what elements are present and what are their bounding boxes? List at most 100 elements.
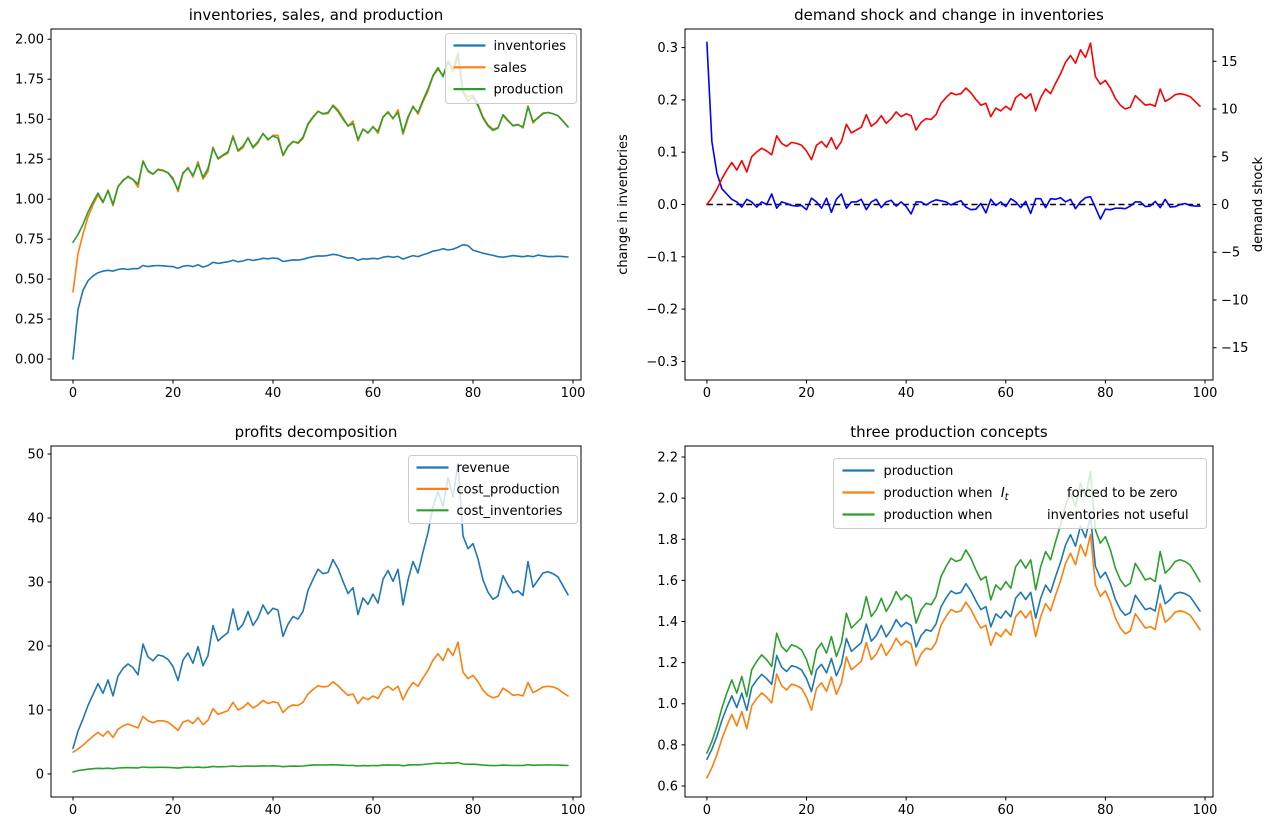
x-tick-label: 40 <box>898 803 915 818</box>
legend-label: cost_production <box>457 482 560 497</box>
y-tick-label-right: −5 <box>1221 246 1240 261</box>
x-tick-label: 0 <box>69 803 77 818</box>
y-tick-label: 1.2 <box>657 656 678 671</box>
legend-label: sales <box>494 61 527 76</box>
legend-label: production when It <box>884 486 1010 503</box>
y-tick-label: 1.25 <box>15 153 44 168</box>
legend: revenue cost_production cost_inventories <box>408 455 578 524</box>
y-tick-label: 10 <box>27 703 44 718</box>
chart-three-production-concepts: 0 20 40 60 80 100 0.6 0.8 1.0 1.2 1.4 1.6 1.8 2.0 2.2 t… <box>657 423 1217 818</box>
y-tick-label: 0.0 <box>657 198 678 213</box>
change-in-inventories-line <box>706 41 1201 220</box>
legend-box <box>833 458 1207 529</box>
x-tick-label: 0 <box>703 386 711 401</box>
x-tick-label: 80 <box>1097 803 1114 818</box>
y-tick-label: 0.25 <box>15 313 44 328</box>
y-tick-label-right: 5 <box>1221 150 1229 165</box>
x-tick-label: 20 <box>165 803 182 818</box>
y-tick-label: 1.8 <box>657 533 678 548</box>
y-tick-label: 30 <box>27 575 44 590</box>
y-tick-label: 0.75 <box>15 233 44 248</box>
chart-title: demand shock and change in inventories <box>794 6 1104 24</box>
y-tick-label: 2.00 <box>15 33 44 48</box>
y-tick-label: 2.0 <box>657 492 678 507</box>
y-tick-label: 0 <box>36 767 44 782</box>
x-tick-label: 80 <box>465 386 482 401</box>
x-tick-label: 100 <box>1193 803 1218 818</box>
legend-label-right: inventories not useful <box>1047 508 1189 523</box>
x-tick-label: 100 <box>561 803 586 818</box>
chart-demand-shock-change-in-inventories: 0 20 40 60 80 100−0.3−0.2−0.10.00.10.20.3−15−… <box>616 6 1266 401</box>
x-tick-label: 20 <box>165 386 182 401</box>
production-line <box>72 52 569 244</box>
y-tick-label: 0.50 <box>15 273 44 288</box>
y-tick-label: 1.50 <box>15 113 44 128</box>
x-tick-label: 40 <box>898 386 915 401</box>
axes-frame <box>50 445 582 798</box>
x-tick-label: 100 <box>1193 386 1218 401</box>
production-line <box>706 515 1201 761</box>
legend-label-right: forced to be zero <box>1067 486 1178 501</box>
y-axis-label-left: change in inventories <box>616 134 631 275</box>
chart-title: three production concepts <box>850 423 1048 441</box>
x-tick-label: 60 <box>998 803 1015 818</box>
production-when-i-t-forced-to-be-zero-line <box>706 533 1201 779</box>
legend-box <box>408 455 578 524</box>
y-tick-label: 0.00 <box>15 353 44 368</box>
y-tick-label: 0.6 <box>657 779 678 794</box>
legend-label: inventories <box>494 39 567 54</box>
x-tick-label: 0 <box>69 386 77 401</box>
chart-title: profits decomposition <box>235 423 398 441</box>
y-tick-label: 1.4 <box>657 615 678 630</box>
y-tick-label-right: −15 <box>1221 341 1248 356</box>
x-tick-label: 60 <box>365 386 382 401</box>
legend-label: production <box>494 83 564 98</box>
y-tick-label: −0.1 <box>646 250 678 265</box>
y-tick-label-right: 15 <box>1221 55 1238 70</box>
legend-label: production <box>884 464 954 479</box>
demand-shock-line <box>706 42 1201 206</box>
y-tick-label: 0.8 <box>657 738 678 753</box>
y-tick-label-right: −10 <box>1221 293 1248 308</box>
legend-label: cost_inventories <box>457 504 563 519</box>
x-tick-label: 60 <box>365 803 382 818</box>
x-tick-label: 40 <box>265 386 282 401</box>
chart-title: inventories, sales, and production <box>189 6 444 24</box>
y-tick-label: 40 <box>27 511 44 526</box>
x-tick-label: 100 <box>561 386 586 401</box>
y-tick-label: 1.6 <box>657 574 678 589</box>
cost-inventories-line <box>72 761 569 773</box>
revenue-line <box>72 462 569 750</box>
y-tick-label: 1.0 <box>657 697 678 712</box>
y-tick-label: 0.1 <box>657 146 678 161</box>
y-tick-label: −0.2 <box>646 303 678 318</box>
y-tick-label: 0.2 <box>657 93 678 108</box>
x-tick-label: 80 <box>465 803 482 818</box>
x-tick-label: 20 <box>798 803 815 818</box>
axes-frame <box>50 28 582 381</box>
production-when-inventories-not-useful-line <box>706 470 1201 754</box>
y-tick-label: −0.3 <box>646 355 678 370</box>
x-tick-label: 40 <box>265 803 282 818</box>
y-axis-label-right: demand shock <box>1251 156 1266 252</box>
chart-profits-decomposition: 0 20 40 60 80 100 0 10 20 30 40 50 profits decomposi… <box>27 423 585 818</box>
y-tick-label-right: 0 <box>1221 198 1229 213</box>
legend: inventories sales production <box>445 33 577 104</box>
y-tick-label: 2.2 <box>657 451 678 466</box>
legend-label: production when <box>884 508 993 523</box>
x-tick-label: 0 <box>703 803 711 818</box>
legend-box <box>445 33 577 104</box>
y-tick-label: 50 <box>27 447 44 462</box>
chart-inventories-sales-production: 0 20 40 60 80 100 0.00 0.25 0.50 0.75 1.00 1.25 1.50… <box>15 6 585 401</box>
y-tick-label: 20 <box>27 639 44 654</box>
legend-label: revenue <box>457 461 510 476</box>
y-tick-label: 1.75 <box>15 73 44 88</box>
x-tick-label: 20 <box>798 386 815 401</box>
cost-production-line <box>72 641 569 754</box>
y-tick-label-right: 10 <box>1221 103 1238 118</box>
y-tick-label: 0.3 <box>657 41 678 56</box>
y-tick-label: 1.00 <box>15 193 44 208</box>
x-tick-label: 80 <box>1097 386 1114 401</box>
